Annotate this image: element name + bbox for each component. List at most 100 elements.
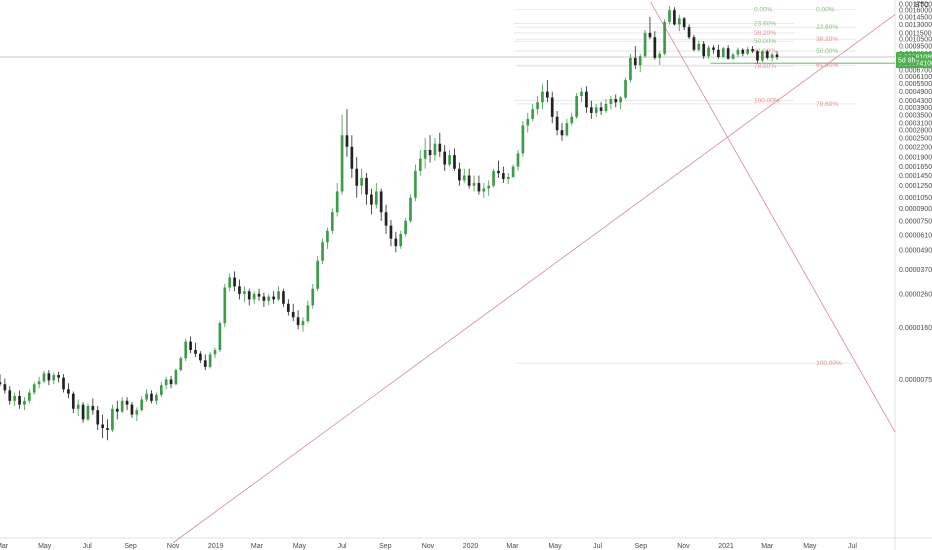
candle-body [86, 406, 90, 420]
candle-body [3, 384, 7, 391]
fib-level-label: 23.60% [754, 20, 776, 27]
candle-body [159, 385, 163, 395]
x-tick-label: 2019 [208, 543, 224, 550]
candle-body [545, 91, 549, 98]
candle-body [262, 296, 266, 301]
candle-body [272, 296, 276, 300]
candle-body [687, 27, 691, 38]
candle-body [467, 175, 471, 186]
candle-body [335, 191, 339, 213]
x-tick-label: May [803, 543, 817, 550]
candle-body [575, 96, 578, 117]
candle-body [277, 291, 280, 300]
candle-body [521, 125, 525, 154]
candle-body [291, 311, 295, 318]
candle-body [267, 296, 271, 301]
candle-body [580, 91, 583, 97]
candle-body [120, 400, 124, 412]
candle-body [541, 91, 544, 103]
candle-body [599, 107, 603, 111]
candle-body [199, 353, 202, 361]
candle-body [76, 404, 80, 409]
candle-body [511, 166, 515, 177]
candle-body [130, 404, 134, 415]
candle-body [374, 191, 378, 205]
fib-level-label: 38.20% [816, 36, 838, 43]
candle-body [482, 188, 486, 192]
candle-body [52, 375, 56, 381]
candle-body [365, 177, 368, 195]
candle-body [736, 49, 740, 55]
fib-level-label: 50.00% [816, 48, 838, 55]
trendline [172, 14, 896, 544]
candle-body [238, 286, 241, 294]
candle-body [252, 293, 256, 300]
x-tick-label: Sep [635, 543, 648, 550]
candle-body [462, 175, 466, 181]
candle-body [761, 51, 764, 61]
x-tick-label: Nov [677, 543, 690, 550]
candle-body [96, 410, 100, 425]
candle-body [433, 143, 437, 156]
candle-body [301, 321, 305, 326]
x-tick-label: Nov [422, 543, 435, 550]
fib-level-label: 23.60% [816, 24, 838, 31]
x-tick-label: Sep [124, 543, 137, 550]
x-tick-label: 2020 [463, 543, 479, 550]
candle-body [208, 354, 212, 367]
candle-body [438, 143, 442, 152]
candle-body [164, 379, 168, 386]
candle-body [663, 21, 666, 54]
candle-body [604, 103, 608, 111]
x-tick-label: Mar [761, 543, 774, 550]
candle-body [23, 400, 26, 405]
candle-body [614, 99, 618, 103]
price-tag-bg [896, 55, 916, 66]
candle-body [594, 107, 598, 113]
candle-body [27, 392, 31, 401]
x-tick-label: 2021 [718, 543, 734, 550]
candle-body [531, 109, 535, 119]
candle-body [487, 185, 491, 189]
candle-body [418, 158, 422, 171]
candle-body [741, 49, 745, 54]
candle-body [282, 291, 285, 304]
fib-level-label: 50.00% [754, 38, 776, 45]
candle-body [536, 102, 539, 110]
fib-level-label: 38.20% [754, 30, 776, 37]
candle-body [653, 37, 657, 58]
candle-body [71, 393, 75, 409]
candle-body [751, 49, 754, 52]
candle-body [589, 107, 593, 113]
candle-body [570, 116, 574, 124]
y-tick-label: 0.00115000 [899, 30, 932, 37]
candle-body [355, 168, 359, 186]
x-tick-label: Jul [848, 543, 857, 550]
candle-body [257, 293, 261, 297]
candle-body [81, 404, 85, 420]
candle-body [184, 341, 188, 359]
x-tick-label: May [293, 543, 307, 550]
candle-body [472, 183, 476, 186]
candle-body [140, 399, 144, 411]
candle-body [42, 373, 46, 382]
candle-body [673, 10, 676, 25]
candle-body [384, 212, 388, 226]
candle-body [350, 146, 354, 169]
candle-body [326, 230, 329, 243]
candle-body [135, 410, 139, 415]
